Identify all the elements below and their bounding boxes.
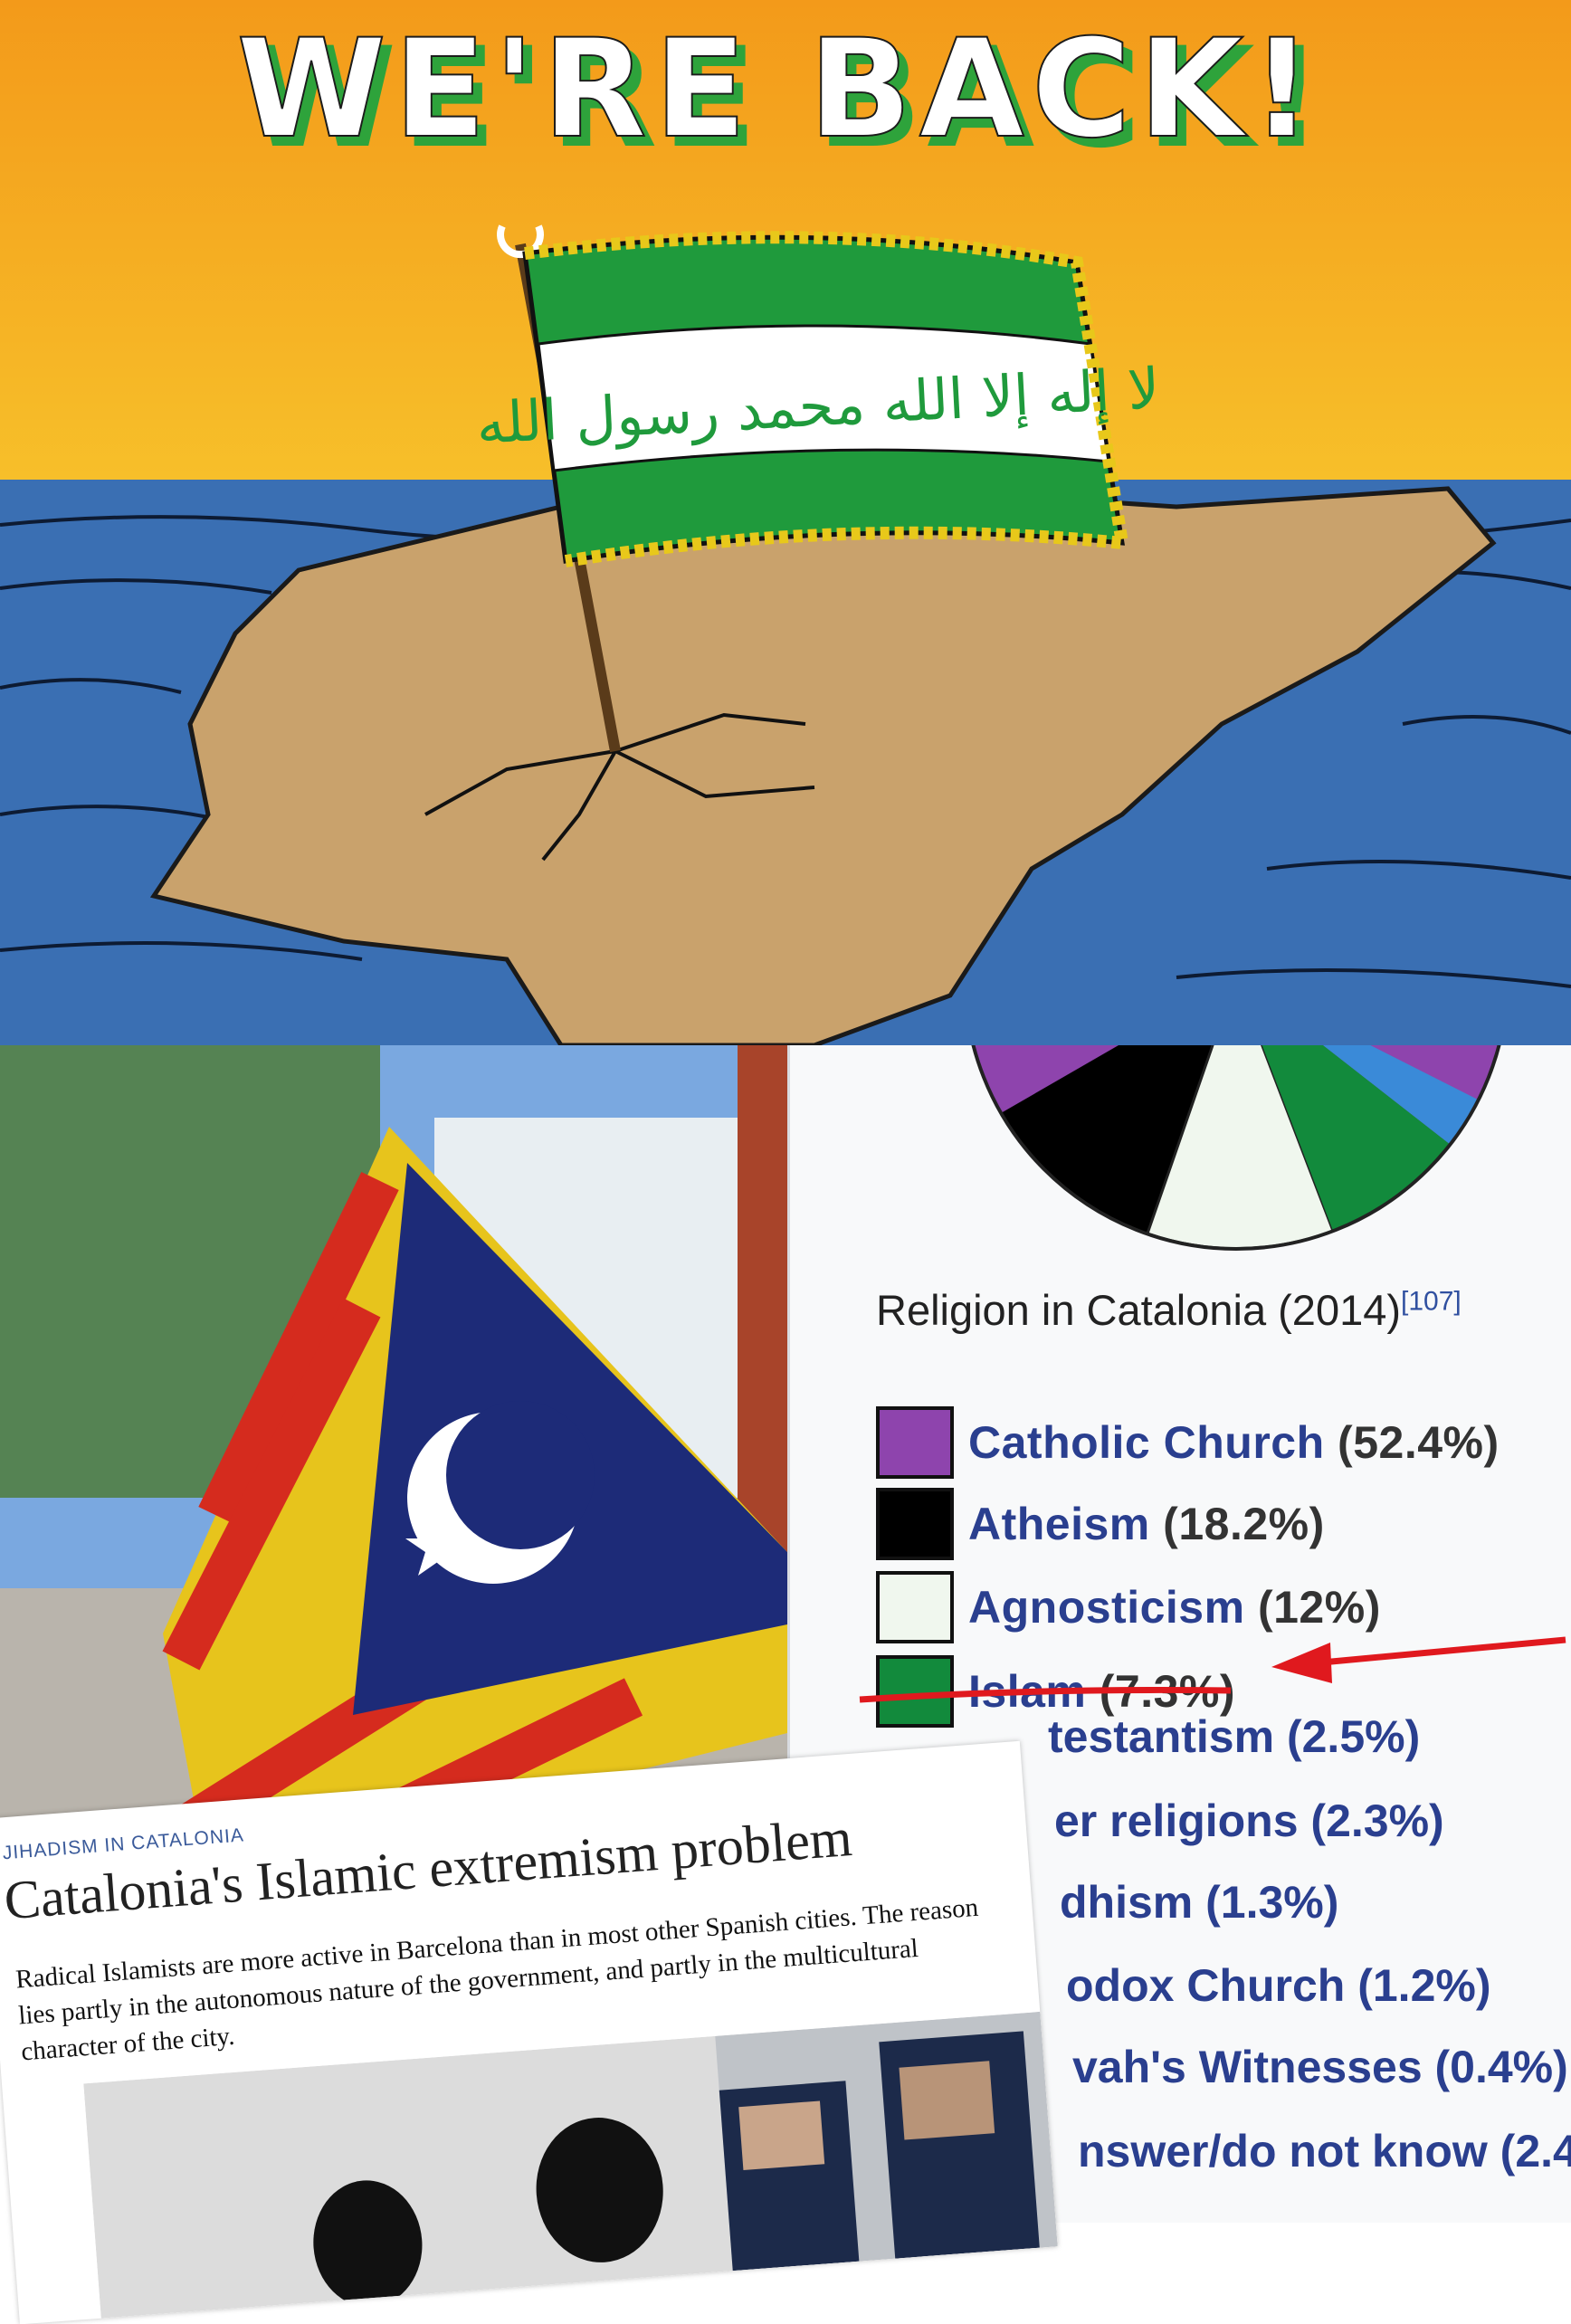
legend-item-partial: nswer/do not know (2.4% (1078, 2126, 1571, 2176)
pie-chart (971, 1045, 1501, 1251)
legend-item-partial: vah's Witnesses (0.4%) (1072, 2042, 1568, 2092)
wikipedia-religion-panel: Religion in Catalonia (2014)[107] Cathol… (787, 1045, 1571, 2223)
legend-swatch (876, 1488, 954, 1560)
legend-label[interactable]: Atheism (18.2%) (968, 1499, 1325, 1549)
pie-slice-atheism (1001, 1045, 1214, 1233)
pie-slice-others (1323, 1045, 1478, 1145)
legend-label[interactable]: Agnosticism (12%) (968, 1582, 1381, 1633)
legend-item[interactable]: Catholic Church (52.4%) (876, 1403, 1500, 1482)
legend-swatch (876, 1406, 954, 1479)
legend-item-partial: odox Church (1.2%) (1066, 1960, 1491, 2011)
legend-label[interactable]: Catholic Church (52.4%) (968, 1417, 1500, 1468)
pie-slice-islam (1262, 1045, 1451, 1231)
cartoon-illustration: لا إله إلا الله محمد رسول الله WE'RE BAC… (0, 0, 1571, 1045)
legend-title: Religion in Catalonia (2014)[107] (876, 1286, 1462, 1334)
news-article-clipping: JIHADISM IN CATALONIA Catalonia's Islami… (0, 1740, 1058, 2324)
green-flag: لا إله إلا الله محمد رسول الله (475, 231, 1161, 567)
crescent-finial (497, 224, 544, 259)
legend-swatch (876, 1655, 954, 1728)
legend-swatch (876, 1571, 954, 1643)
reference-link[interactable]: [107] (1401, 1286, 1462, 1317)
star-icon (405, 1516, 472, 1576)
cracks (424, 712, 815, 862)
catalan-flag-photo (0, 1045, 787, 1860)
legend-item[interactable]: Agnosticism (12%) (876, 1567, 1381, 1647)
legend-item-partial: testantism (2.5%) (1048, 1711, 1421, 1762)
police-photo (83, 2011, 1058, 2319)
legend-item[interactable]: Atheism (18.2%) (876, 1484, 1325, 1564)
legend-item-partial: dhism (1.3%) (1060, 1877, 1339, 1928)
legend-item-partial: er religions (2.3%) (1054, 1795, 1444, 1846)
headline-text: WE'RE BACK! (236, 11, 1319, 168)
